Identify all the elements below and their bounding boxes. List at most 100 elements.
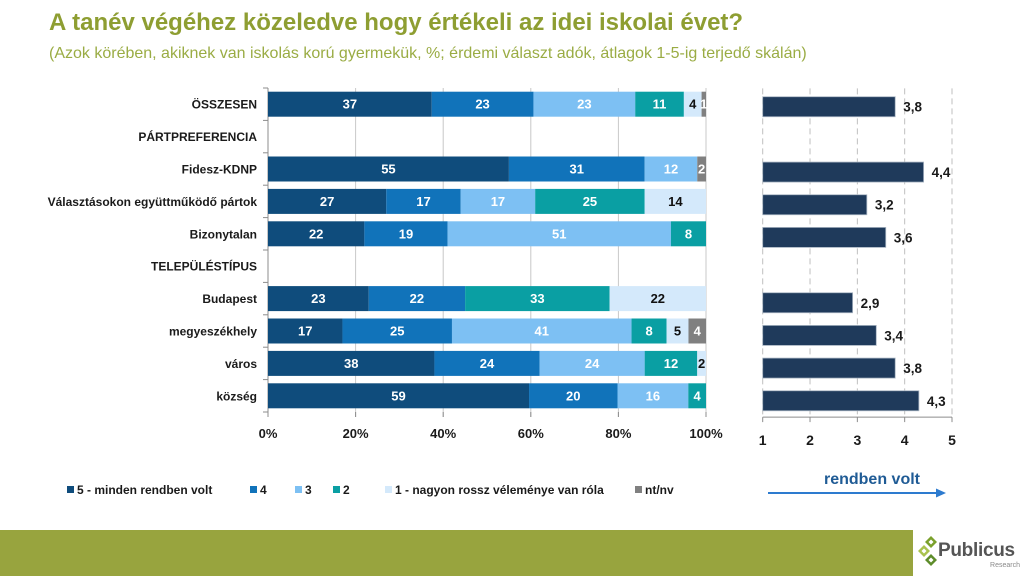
bar-segment [268,188,387,214]
category-label: Budapest [202,292,257,306]
bar-value-label: 17 [491,194,505,209]
average-bar [762,96,896,118]
bar-value-label: 23 [311,291,325,306]
bar-segment [539,350,645,376]
average-bar [762,161,925,183]
bar-value-label: 8 [685,226,692,241]
x-tick-label: 5 [948,432,956,448]
logo-subtitle: Research [990,562,1020,569]
x-tick-label: 2 [806,432,814,448]
average-bar [762,194,868,216]
average-bar [762,357,896,379]
bar-segment [431,91,534,117]
page-title: A tanév végéhez közeledve hogy értékeli … [49,9,744,36]
bar-value-label: 1 [700,97,707,112]
bar-value-label: 12 [664,356,678,371]
page-subtitle: (Azok körében, akiknek van iskolás korú … [49,45,807,62]
category-label: Választásokon együttműködő pártok [48,195,258,209]
bar-segment [666,318,689,344]
bar-segment [465,286,610,312]
bar-value-label: 37 [343,97,357,112]
average-value-label: 3,4 [884,328,903,343]
average-value-label: 3,8 [903,361,922,376]
x-tick-label: 0% [259,426,278,441]
category-label: megyeszékhely [169,325,257,339]
bar-segment [447,221,671,247]
bar-value-label: 19 [399,226,413,241]
bar-value-label: 23 [475,97,489,112]
bar-segment [635,91,684,117]
legend-item: 2 [333,483,350,497]
bar-value-label: 2 [698,162,705,177]
category-label: ÖSSZESEN [192,97,257,112]
footer-band [0,530,913,576]
logo-name: Publicus [938,540,1015,561]
legend-item: 1 - nagyon rossz véleménye van róla [385,483,604,497]
category-label: város [225,357,257,371]
direction-annotation: rendben volt [768,471,946,498]
legend-swatch [295,486,302,493]
bar-segment [268,350,435,376]
x-tick-label: 1 [759,432,767,448]
bar-value-label: 22 [410,291,424,306]
legend-swatch [333,486,340,493]
bar-segment [368,286,466,312]
bar-segment [508,156,645,182]
legend-label: 2 [343,483,350,497]
bar-value-label: 59 [391,388,405,403]
bar-segment [644,350,698,376]
bar-value-label: 23 [577,97,591,112]
bar-segment [268,156,509,182]
annotation-label: rendben volt [824,471,921,488]
legend-label: 3 [305,483,312,497]
legend-label: 1 - nagyon rossz véleménye van róla [395,483,604,497]
bar-segment [434,350,540,376]
bar-segment [342,318,452,344]
category-label: TELEPÜLÉSTÍPUS [151,259,257,274]
legend-swatch [67,486,74,493]
bar-segment [364,221,448,247]
bar-value-label: 14 [668,194,683,209]
average-score-bar-chart: 1 2 3 4 5 3,8 4,4 3,2 3,6 2,9 3,4 3,8 4,3 [759,88,956,448]
bar-segment [460,188,536,214]
bar-segment [535,188,645,214]
legend-label: nt/nv [645,483,674,497]
diamond-logo-icon [918,536,937,566]
bar-segment [644,156,698,182]
bar-value-label: 12 [664,162,678,177]
average-bar [762,227,887,248]
bar-segment [268,221,365,247]
category-label: Bizonytalan [190,227,257,241]
average-value-label: 3,6 [894,230,913,245]
bar-segment [688,318,706,344]
legend-swatch [250,486,257,493]
bar-value-label: 4 [694,388,702,403]
bar-value-label: 17 [416,194,430,209]
legend-swatch [635,486,642,493]
bar-value-label: 27 [320,194,334,209]
category-label: PÁRTPREFERENCIA [138,129,257,144]
x-tick-label: 100% [689,426,723,441]
x-tick-label: 20% [343,426,369,441]
average-value-label: 4,3 [927,394,946,409]
bar-value-label: 11 [653,97,667,112]
bar-segment [617,383,689,409]
legend-item: 3 [295,483,312,497]
category-label: község [216,389,257,403]
bar-value-label: 33 [530,291,544,306]
bar-value-label: 5 [674,324,681,339]
x-tick-label: 3 [853,432,861,448]
bar-segment [451,318,632,344]
bar-value-label: 4 [689,97,697,112]
average-bar [762,390,920,412]
legend-label: 4 [260,483,267,497]
bar-value-label: 24 [585,356,600,371]
chart-legend: 5 - minden rendben volt 4 3 2 1 - nagyon ros… [67,483,674,497]
bar-value-label: 25 [390,324,404,339]
bar-value-label: 2 [698,356,705,371]
bar-segment [609,286,706,312]
x-tick-label: 4 [901,432,909,448]
bar-segment [268,383,530,409]
bar-segment [533,91,636,117]
bar-value-label: 24 [480,356,495,371]
